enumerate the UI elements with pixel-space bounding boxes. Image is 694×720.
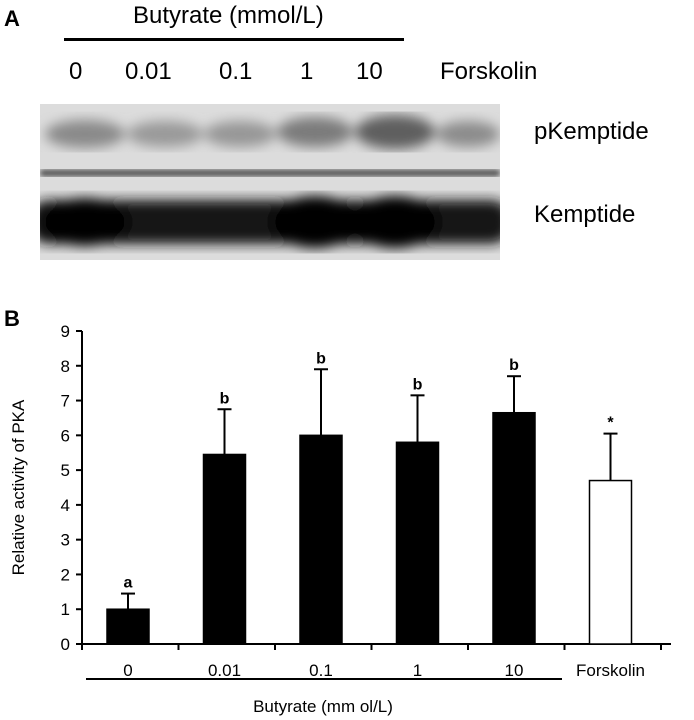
x-tick-label: 1 <box>413 661 422 680</box>
x-tick-label: 0.1 <box>309 661 333 680</box>
y-tick-label: 2 <box>61 565 70 584</box>
significance-label: b <box>509 357 519 374</box>
y-tick-label: 8 <box>61 357 70 376</box>
blot-header: Butyrate (mmol/L) <box>133 2 324 29</box>
bar <box>492 411 536 645</box>
x-axis-label: Butyrate (mm ol/L) <box>253 697 393 716</box>
band-label-kemptide: Kemptide <box>534 201 636 228</box>
y-tick-label: 4 <box>61 496 70 515</box>
y-tick-label: 5 <box>61 461 70 480</box>
y-tick-label: 9 <box>61 322 70 341</box>
x-tick-label: 0.01 <box>208 661 241 680</box>
band-label-pkemptide: pKemptide <box>534 118 649 145</box>
y-tick-label: 6 <box>61 426 70 445</box>
panel-a-label: A <box>4 6 20 31</box>
significance-label: a <box>124 575 133 592</box>
y-tick-label: 0 <box>61 635 70 654</box>
panel-b-label: B <box>4 306 20 331</box>
blot-header-line <box>64 38 404 41</box>
lane-label-3: 1 <box>300 58 314 85</box>
y-tick-label: 7 <box>61 392 70 411</box>
lane-label-1: 0.01 <box>125 58 172 85</box>
bar <box>395 441 440 645</box>
bar <box>202 453 247 645</box>
x-tick-label: 10 <box>505 661 524 680</box>
bar <box>299 434 343 645</box>
lane-label-2: 0.1 <box>219 58 253 85</box>
significance-label: b <box>316 350 326 367</box>
lane-label-0: 0 <box>69 58 83 85</box>
y-tick-label: 1 <box>61 600 70 619</box>
lane-label-5: Forskolin <box>440 58 538 85</box>
western-blot-image <box>40 104 500 260</box>
bar <box>106 608 150 645</box>
significance-label: b <box>220 390 230 407</box>
y-tick-label: 3 <box>61 531 70 550</box>
x-tick-label: Forskolin <box>576 661 645 680</box>
y-axis-label: Relative activity of PKA <box>9 399 28 575</box>
bar <box>588 479 633 645</box>
significance-label: b <box>413 376 423 393</box>
significance-label: * <box>607 415 614 432</box>
x-tick-label: 0 <box>123 661 132 680</box>
lane-label-4: 10 <box>356 58 383 85</box>
